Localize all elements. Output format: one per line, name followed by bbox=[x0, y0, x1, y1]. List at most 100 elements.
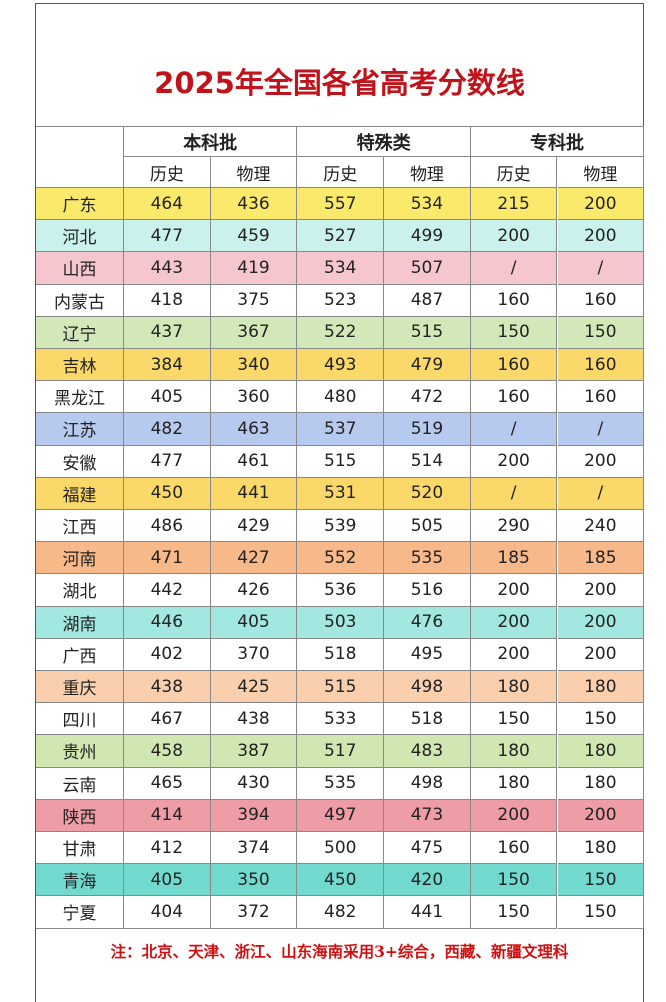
corner-cell bbox=[36, 126, 124, 188]
score-cell: 464 bbox=[124, 188, 211, 221]
score-cell: 515 bbox=[297, 445, 385, 478]
score-cell: 370 bbox=[210, 638, 298, 671]
score-cell: 487 bbox=[384, 284, 471, 317]
score-cell: 180 bbox=[557, 735, 645, 768]
province-cell: 四川 bbox=[36, 703, 124, 736]
province-cell: 甘肃 bbox=[36, 832, 124, 865]
score-cell: 437 bbox=[124, 316, 211, 349]
score-cell: 516 bbox=[384, 574, 471, 607]
score-cell: / bbox=[470, 413, 558, 446]
score-cell: 438 bbox=[124, 671, 211, 704]
province-cell: 广东 bbox=[36, 188, 124, 221]
score-cell: 200 bbox=[470, 638, 558, 671]
province-cell: 湖南 bbox=[36, 606, 124, 639]
province-cell: 云南 bbox=[36, 767, 124, 800]
score-cell: 441 bbox=[210, 477, 298, 510]
score-cell: 463 bbox=[210, 413, 298, 446]
score-cell: 150 bbox=[557, 316, 645, 349]
province-cell: 江苏 bbox=[36, 413, 124, 446]
score-cell: 535 bbox=[384, 542, 471, 575]
score-cell: 515 bbox=[384, 316, 471, 349]
score-cell: 535 bbox=[297, 767, 385, 800]
score-cell: 527 bbox=[297, 220, 385, 253]
score-cell: 498 bbox=[384, 767, 471, 800]
score-cell: 450 bbox=[297, 864, 385, 897]
score-cell: 503 bbox=[297, 606, 385, 639]
group-header: 特殊类 bbox=[297, 126, 471, 157]
score-cell: 427 bbox=[210, 542, 298, 575]
score-cell: 471 bbox=[124, 542, 211, 575]
score-cell: 160 bbox=[470, 381, 558, 414]
score-cell: 200 bbox=[470, 799, 558, 832]
score-cell: 518 bbox=[384, 703, 471, 736]
score-cell: 367 bbox=[210, 316, 298, 349]
province-cell: 广西 bbox=[36, 638, 124, 671]
score-cell: 523 bbox=[297, 284, 385, 317]
score-cell: 387 bbox=[210, 735, 298, 768]
score-cell: 425 bbox=[210, 671, 298, 704]
province-cell: 内蒙古 bbox=[36, 284, 124, 317]
sub-header: 历史 bbox=[470, 157, 558, 188]
score-cell: 505 bbox=[384, 510, 471, 543]
score-cell: 150 bbox=[470, 864, 558, 897]
score-cell: 340 bbox=[210, 349, 298, 382]
score-cell: 522 bbox=[297, 316, 385, 349]
score-cell: 498 bbox=[384, 671, 471, 704]
score-cell: 461 bbox=[210, 445, 298, 478]
score-cell: 180 bbox=[557, 832, 645, 865]
sub-header: 物理 bbox=[210, 157, 298, 188]
score-cell: 240 bbox=[557, 510, 645, 543]
score-cell: 473 bbox=[384, 799, 471, 832]
score-cell: 150 bbox=[470, 316, 558, 349]
score-cell: 290 bbox=[470, 510, 558, 543]
province-cell: 贵州 bbox=[36, 735, 124, 768]
score-cell: 404 bbox=[124, 896, 211, 929]
score-cell: 552 bbox=[297, 542, 385, 575]
note: 注：北京、天津、浙江、山东海南采用3+综合，西藏、新疆文理科 bbox=[110, 942, 569, 961]
score-cell: 557 bbox=[297, 188, 385, 221]
score-cell: 185 bbox=[470, 542, 558, 575]
score-cell: 180 bbox=[557, 767, 645, 800]
province-cell: 安徽 bbox=[36, 445, 124, 478]
score-cell: 477 bbox=[124, 220, 211, 253]
score-cell: 441 bbox=[384, 896, 471, 929]
score-cell: 533 bbox=[297, 703, 385, 736]
province-cell: 重庆 bbox=[36, 671, 124, 704]
sub-header: 物理 bbox=[384, 157, 471, 188]
score-cell: 458 bbox=[124, 735, 211, 768]
province-cell: 湖北 bbox=[36, 574, 124, 607]
sub-header: 物理 bbox=[557, 157, 645, 188]
score-cell: 200 bbox=[557, 606, 645, 639]
score-cell: 150 bbox=[557, 896, 645, 929]
score-cell: 476 bbox=[384, 606, 471, 639]
score-cell: 438 bbox=[210, 703, 298, 736]
score-cell: 531 bbox=[297, 477, 385, 510]
group-header: 本科批 bbox=[124, 126, 298, 157]
score-cell: 514 bbox=[384, 445, 471, 478]
score-cell: 150 bbox=[470, 703, 558, 736]
score-cell: 517 bbox=[297, 735, 385, 768]
score-cell: 350 bbox=[210, 864, 298, 897]
score-cell: 200 bbox=[557, 188, 645, 221]
score-cell: 520 bbox=[384, 477, 471, 510]
score-cell: 418 bbox=[124, 284, 211, 317]
sub-header: 历史 bbox=[297, 157, 385, 188]
score-cell: 215 bbox=[470, 188, 558, 221]
score-cell: 430 bbox=[210, 767, 298, 800]
score-cell: 160 bbox=[557, 284, 645, 317]
score-cell: 475 bbox=[384, 832, 471, 865]
score-cell: 518 bbox=[297, 638, 385, 671]
score-cell: 500 bbox=[297, 832, 385, 865]
score-cell: 200 bbox=[470, 574, 558, 607]
score-cell: 515 bbox=[297, 671, 385, 704]
score-cell: 419 bbox=[210, 252, 298, 285]
score-cell: 200 bbox=[470, 445, 558, 478]
score-cell: / bbox=[557, 413, 645, 446]
score-cell: 436 bbox=[210, 188, 298, 221]
score-cell: 200 bbox=[557, 638, 645, 671]
score-cell: 360 bbox=[210, 381, 298, 414]
score-cell: 150 bbox=[557, 703, 645, 736]
score-cell: 483 bbox=[384, 735, 471, 768]
score-cell: 537 bbox=[297, 413, 385, 446]
